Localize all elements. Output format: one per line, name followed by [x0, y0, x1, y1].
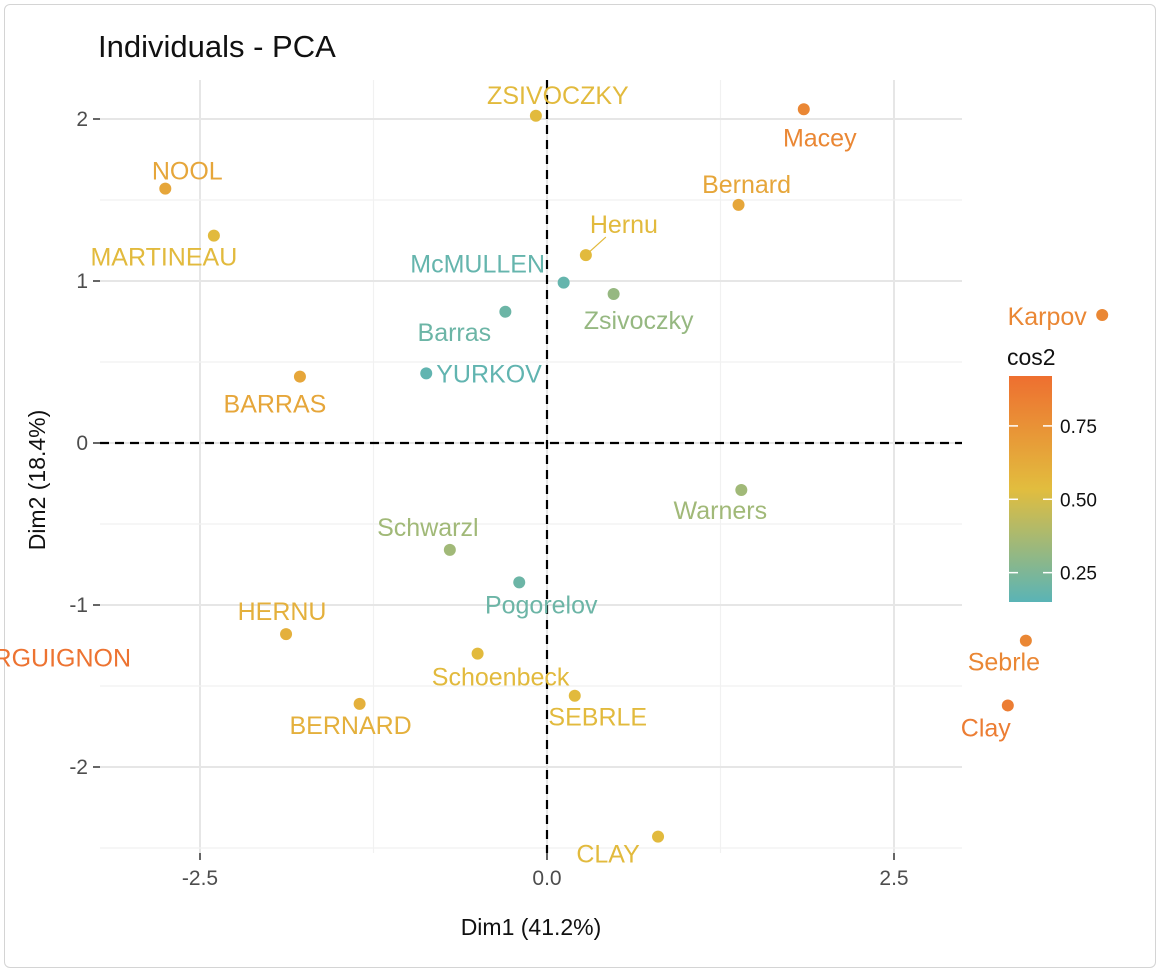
- point-schwarzl: [443, 543, 456, 556]
- label-zsivoczky: ZSIVOCZKY: [487, 82, 629, 110]
- label-clay: Clay: [961, 714, 1012, 742]
- y-tick-label: -1: [69, 594, 88, 617]
- point-nool: [159, 182, 172, 195]
- point-clay: [652, 830, 665, 843]
- y-axis-title: Dim2 (18.4%): [24, 410, 50, 551]
- y-tick-label: 1: [76, 270, 88, 293]
- color-legend: cos2 0.25 0.50 0.75: [1007, 344, 1097, 602]
- data-points: [159, 103, 1109, 843]
- legend-colorbar: [1009, 376, 1052, 602]
- legend-tick-label: 0.25: [1060, 564, 1097, 585]
- label-schwarzl: Schwarzl: [377, 514, 478, 542]
- point-yurkov: [420, 367, 433, 380]
- label-bourguignon: BOURGUIGNON: [0, 645, 131, 673]
- point-barras: [293, 370, 306, 383]
- label-hernu: Hernu: [590, 211, 658, 239]
- point-bernard: [732, 198, 745, 211]
- legend-title: cos2: [1007, 344, 1056, 370]
- label-clay: CLAY: [576, 841, 640, 869]
- y-tick-label: -2: [69, 756, 88, 779]
- label-barras: Barras: [418, 319, 492, 347]
- label-martineau: MARTINEAU: [90, 244, 237, 272]
- label-sebrle: Sebrle: [968, 649, 1040, 677]
- y-tick-label: 2: [76, 108, 88, 131]
- legend-tick-label: 0.75: [1060, 417, 1097, 438]
- point-macey: [797, 103, 810, 116]
- label-pogorelov: Pogorelov: [485, 591, 598, 619]
- chart-frame: [4, 4, 1156, 968]
- label-barras: BARRAS: [224, 391, 327, 419]
- reference-lines: [100, 80, 962, 853]
- label-warners: Warners: [674, 497, 768, 525]
- x-axis-title: Dim1 (41.2%): [461, 914, 602, 940]
- point-hernu: [579, 249, 592, 262]
- label-macey: Macey: [783, 124, 857, 152]
- label-nool: NOOL: [152, 158, 223, 186]
- label-sebrle: SEBRLE: [548, 704, 647, 732]
- label-mcmullen: McMULLEN: [410, 251, 545, 279]
- point-warners: [735, 483, 748, 496]
- label-hernu: HERNU: [238, 598, 327, 626]
- x-tick-label: -2.5: [182, 867, 218, 890]
- point-sebrle: [1019, 634, 1032, 647]
- y-tick-label: 0: [76, 432, 88, 455]
- point-hernu: [280, 628, 293, 641]
- point-pogorelov: [513, 576, 526, 589]
- point-karpov: [1096, 309, 1109, 322]
- x-tick-label: 2.5: [879, 867, 908, 890]
- grid: [100, 80, 962, 853]
- label-schoenbeck: Schoenbeck: [432, 664, 570, 692]
- label-zsivoczky: Zsivoczky: [584, 307, 694, 335]
- point-zsivoczky: [529, 109, 542, 122]
- chart-title: Individuals - PCA: [98, 29, 336, 64]
- axes: -2.5 0.0 2.5 -2 -1 0 1 2: [69, 108, 908, 890]
- point-sebrle: [568, 689, 581, 702]
- point-labels: ZSIVOCZKY Macey NOOL Bernard MARTINEAU Hernu M…: [0, 82, 1087, 869]
- legend-tick-label: 0.50: [1060, 490, 1097, 511]
- point-zsivoczky: [607, 287, 620, 300]
- point-clay: [1001, 699, 1014, 712]
- x-tick-label: 0.0: [532, 867, 561, 890]
- point-barras: [499, 305, 512, 318]
- point-mcmullen: [557, 276, 570, 289]
- label-bernard: BERNARD: [289, 712, 411, 740]
- label-bernard: Bernard: [702, 171, 791, 199]
- label-yurkov: YURKOV: [436, 360, 542, 388]
- point-martineau: [207, 229, 220, 242]
- point-bernard: [353, 697, 366, 710]
- label-karpov: Karpov: [1008, 303, 1088, 331]
- point-schoenbeck: [471, 647, 484, 660]
